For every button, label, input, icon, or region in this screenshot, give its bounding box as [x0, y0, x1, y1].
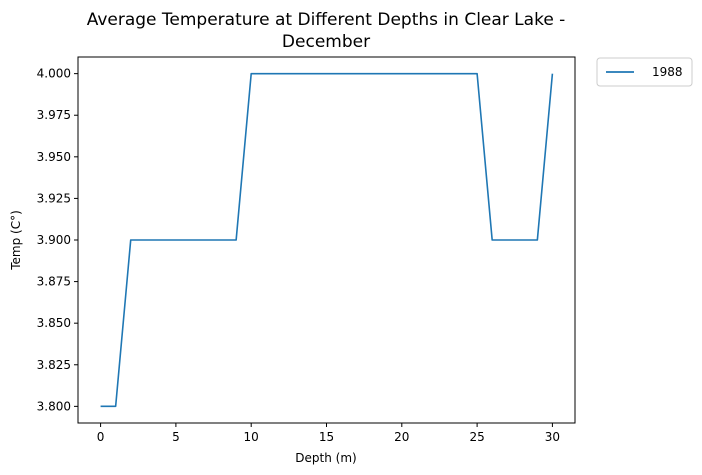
x-tick-label: 0: [97, 430, 105, 444]
y-axis-label: Temp (C°): [9, 210, 23, 271]
x-tick-label: 15: [319, 430, 334, 444]
y-tick-label: 3.825: [37, 358, 71, 372]
y-tick-label: 3.975: [37, 108, 71, 122]
y-tick-label: 3.875: [37, 275, 71, 289]
series-layer: [100, 72, 554, 408]
chart-title-line-2: December: [282, 32, 370, 52]
y-tick-label: 3.850: [37, 316, 71, 330]
y-tick-label: 3.800: [37, 399, 71, 413]
x-tick-label: 25: [469, 430, 484, 444]
chart-title-line-1: Average Temperature at Different Depths …: [87, 10, 566, 30]
legend-box: [596, 57, 693, 87]
x-axis: 0 5 10 15 20 25 30: [97, 423, 560, 444]
legend: 1988: [596, 57, 693, 87]
x-tick-label: 10: [244, 430, 259, 444]
series-line-1988: [100, 72, 554, 408]
x-tick-label: 20: [394, 430, 409, 444]
y-axis: 3.800 3.825 3.850 3.875 3.900 3.925 3.950 3.975…: [37, 67, 78, 413]
x-axis-label: Depth (m): [295, 451, 356, 465]
legend-label-1988: 1988: [652, 65, 683, 79]
y-tick-label: 3.900: [37, 233, 71, 247]
x-tick-label: 30: [545, 430, 560, 444]
y-tick-label: 3.925: [37, 191, 71, 205]
x-tick-label: 5: [172, 430, 180, 444]
y-tick-label: 3.950: [37, 150, 71, 164]
y-tick-label: 4.000: [37, 67, 71, 81]
